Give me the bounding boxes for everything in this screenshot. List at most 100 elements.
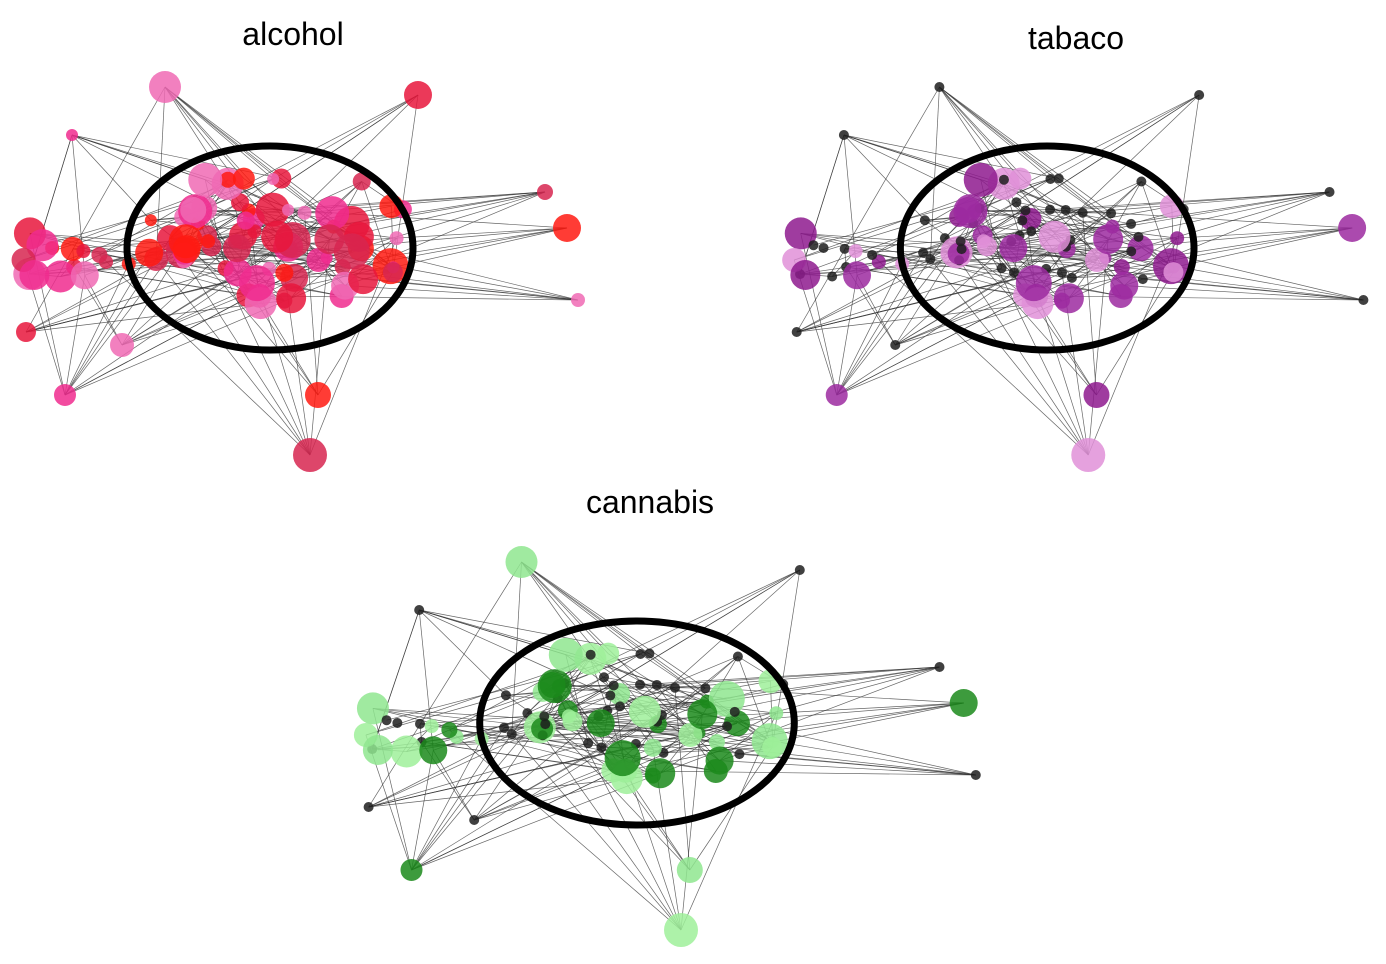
network-node bbox=[585, 649, 596, 660]
network-node bbox=[635, 679, 646, 690]
network-edge bbox=[121, 239, 293, 346]
network-node bbox=[505, 546, 538, 578]
network-node bbox=[808, 240, 819, 251]
network-node bbox=[996, 263, 1007, 274]
network-edge bbox=[836, 275, 858, 396]
network-node bbox=[180, 196, 207, 223]
network-node bbox=[1066, 272, 1077, 283]
network-edge bbox=[185, 240, 319, 396]
network-node bbox=[506, 729, 517, 740]
network-node bbox=[499, 722, 510, 733]
network-node bbox=[605, 690, 616, 701]
network-node bbox=[188, 162, 223, 197]
network-node bbox=[848, 244, 863, 259]
network-edge bbox=[393, 227, 568, 268]
network-node bbox=[1136, 176, 1147, 187]
network-node bbox=[282, 203, 295, 216]
network-node bbox=[404, 81, 432, 109]
network-node bbox=[390, 735, 423, 768]
network-node bbox=[678, 722, 703, 747]
network-node bbox=[1045, 173, 1056, 184]
network-node bbox=[500, 690, 511, 701]
network-node bbox=[729, 706, 740, 717]
network-node bbox=[669, 682, 680, 693]
network-node bbox=[732, 651, 743, 662]
network-node bbox=[571, 293, 585, 307]
network-edge bbox=[1036, 295, 1364, 301]
network-node bbox=[540, 719, 551, 730]
panel-title-alcohol: alcohol bbox=[242, 16, 344, 52]
network-edge bbox=[956, 94, 1200, 253]
network-edge bbox=[411, 712, 528, 871]
network-edge bbox=[406, 666, 940, 752]
network-edge bbox=[800, 233, 838, 396]
network-node bbox=[794, 565, 805, 575]
network-edge bbox=[1173, 227, 1353, 268]
network-node bbox=[219, 171, 236, 188]
panel-title-cannabis: cannabis bbox=[585, 484, 715, 520]
network-node bbox=[1008, 267, 1019, 278]
highlight-ellipse bbox=[123, 142, 417, 354]
network-node bbox=[635, 648, 646, 659]
network-edge bbox=[970, 210, 1178, 239]
network-node bbox=[1015, 265, 1052, 302]
network-edge bbox=[368, 733, 512, 808]
network-edge bbox=[640, 569, 800, 655]
network-node bbox=[275, 263, 294, 282]
network-node bbox=[382, 262, 403, 283]
network-edge bbox=[511, 561, 522, 735]
network-edge bbox=[64, 263, 130, 396]
network-edge bbox=[613, 685, 707, 702]
network-edge bbox=[272, 94, 419, 180]
network-edge bbox=[411, 738, 482, 871]
network-edge bbox=[64, 275, 86, 396]
network-edge bbox=[345, 285, 579, 301]
network-edges bbox=[793, 86, 1364, 456]
network-graph-cannabis bbox=[353, 546, 981, 947]
network-node bbox=[414, 605, 425, 615]
network-node bbox=[1053, 283, 1084, 314]
network-node bbox=[608, 680, 619, 691]
network-node bbox=[267, 172, 280, 185]
network-node bbox=[1083, 382, 1110, 408]
network-node bbox=[348, 264, 379, 295]
network-node bbox=[1020, 205, 1031, 216]
network-node bbox=[91, 246, 108, 263]
network-node bbox=[232, 167, 255, 190]
network-node bbox=[700, 683, 711, 694]
network-edge bbox=[590, 658, 682, 931]
network-node bbox=[721, 721, 732, 732]
network-node bbox=[599, 672, 610, 683]
panel-tabaco: tabaco bbox=[770, 0, 1386, 480]
network-edge bbox=[657, 721, 976, 776]
network-node bbox=[1084, 247, 1109, 272]
network-nodes bbox=[11, 71, 585, 472]
network-node bbox=[539, 671, 566, 698]
network-edge bbox=[1061, 227, 1353, 274]
network-edge bbox=[796, 267, 1002, 333]
network-edge bbox=[895, 239, 1071, 346]
network-node bbox=[144, 214, 157, 227]
network-node bbox=[597, 642, 620, 665]
network-node bbox=[955, 196, 982, 223]
network-edge bbox=[155, 258, 311, 456]
network-nodes bbox=[353, 546, 981, 947]
network-edge bbox=[544, 715, 691, 871]
network-edge bbox=[121, 302, 261, 346]
network-node bbox=[1110, 271, 1139, 300]
network-edge bbox=[772, 702, 964, 743]
network-node bbox=[389, 231, 404, 246]
network-edge bbox=[640, 666, 940, 685]
network-edge bbox=[625, 770, 976, 776]
network-node bbox=[553, 214, 581, 242]
network-node bbox=[149, 71, 181, 103]
network-edge bbox=[1050, 94, 1200, 180]
network-edge bbox=[800, 233, 1364, 301]
network-edge bbox=[372, 708, 412, 871]
network-edge bbox=[521, 561, 641, 655]
network-node bbox=[1137, 274, 1148, 285]
network-node bbox=[469, 815, 480, 825]
network-node bbox=[934, 82, 945, 92]
network-node bbox=[586, 709, 615, 738]
network-edge bbox=[674, 687, 691, 871]
